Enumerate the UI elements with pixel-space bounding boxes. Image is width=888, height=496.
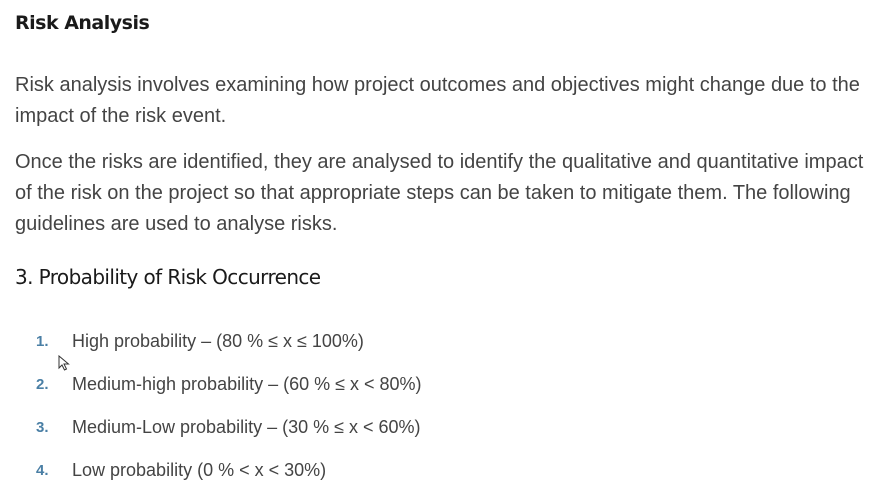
list-item-text: Medium-high probability – (60 % ≤ x < 80…: [72, 374, 422, 394]
list-item-text: Medium-Low probability – (30 % ≤ x < 60%…: [72, 417, 421, 437]
list-item-text: High probability – (80 % ≤ x ≤ 100%): [72, 331, 364, 351]
list-marker: 1.: [36, 333, 49, 350]
list-item: 2. Medium-high probability – (60 % ≤ x <…: [36, 363, 422, 406]
list-item: 1. High probability – (80 % ≤ x ≤ 100%): [36, 320, 422, 363]
list-marker: 4.: [36, 462, 49, 479]
list-item-text: Low probability (0 % < x < 30%): [72, 460, 327, 480]
probability-list: 1. High probability – (80 % ≤ x ≤ 100%) …: [36, 320, 422, 492]
subsection-heading: 3. Probability of Risk Occurrence: [15, 265, 321, 289]
list-item: 4. Low probability (0 % < x < 30%): [36, 449, 422, 492]
section-heading: Risk Analysis: [15, 12, 150, 34]
list-item: 3. Medium-Low probability – (30 % ≤ x < …: [36, 406, 422, 449]
list-marker: 2.: [36, 376, 49, 393]
paragraph: Once the risks are identified, they are …: [15, 151, 864, 235]
mouse-pointer-icon: [58, 355, 70, 371]
paragraph: Risk analysis involves examining how pro…: [15, 74, 860, 127]
list-marker: 3.: [36, 419, 49, 436]
